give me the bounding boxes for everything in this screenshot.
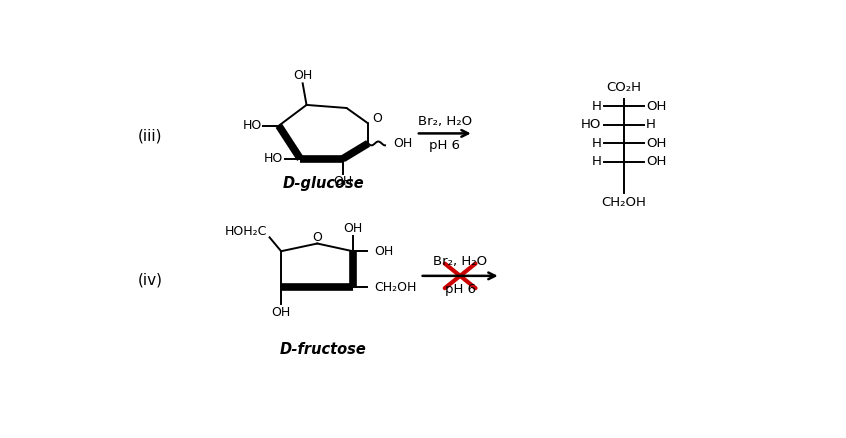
Text: HO: HO	[581, 118, 602, 131]
Text: HO: HO	[264, 152, 283, 165]
Text: OH: OH	[646, 155, 667, 168]
Text: OH: OH	[374, 245, 393, 258]
Text: pH 6: pH 6	[445, 283, 475, 296]
Text: O: O	[312, 231, 322, 244]
Text: CH₂OH: CH₂OH	[374, 281, 417, 294]
Text: CO₂H: CO₂H	[607, 81, 641, 95]
Text: Br₂, H₂O: Br₂, H₂O	[418, 115, 472, 127]
Text: HO: HO	[243, 119, 262, 132]
Text: H: H	[591, 155, 602, 168]
Text: OH: OH	[343, 222, 362, 235]
Text: D-fructose: D-fructose	[280, 342, 367, 357]
Text: pH 6: pH 6	[429, 139, 460, 152]
Text: O: O	[372, 112, 382, 125]
Text: OH: OH	[333, 176, 352, 188]
Text: Br₂, H₂O: Br₂, H₂O	[433, 255, 487, 268]
Text: CH₂OH: CH₂OH	[602, 196, 646, 209]
Text: OH: OH	[646, 100, 667, 113]
Text: OH: OH	[293, 69, 312, 82]
Text: H: H	[646, 118, 656, 131]
Text: H: H	[591, 137, 602, 150]
Text: (iv): (iv)	[138, 272, 162, 287]
Text: OH: OH	[646, 137, 667, 150]
Text: HOH₂C: HOH₂C	[225, 225, 267, 238]
Text: OH: OH	[393, 137, 412, 150]
Text: OH: OH	[272, 306, 291, 318]
Text: D-glucose: D-glucose	[283, 176, 365, 191]
Text: H: H	[591, 100, 602, 113]
Text: (iii): (iii)	[138, 128, 162, 143]
